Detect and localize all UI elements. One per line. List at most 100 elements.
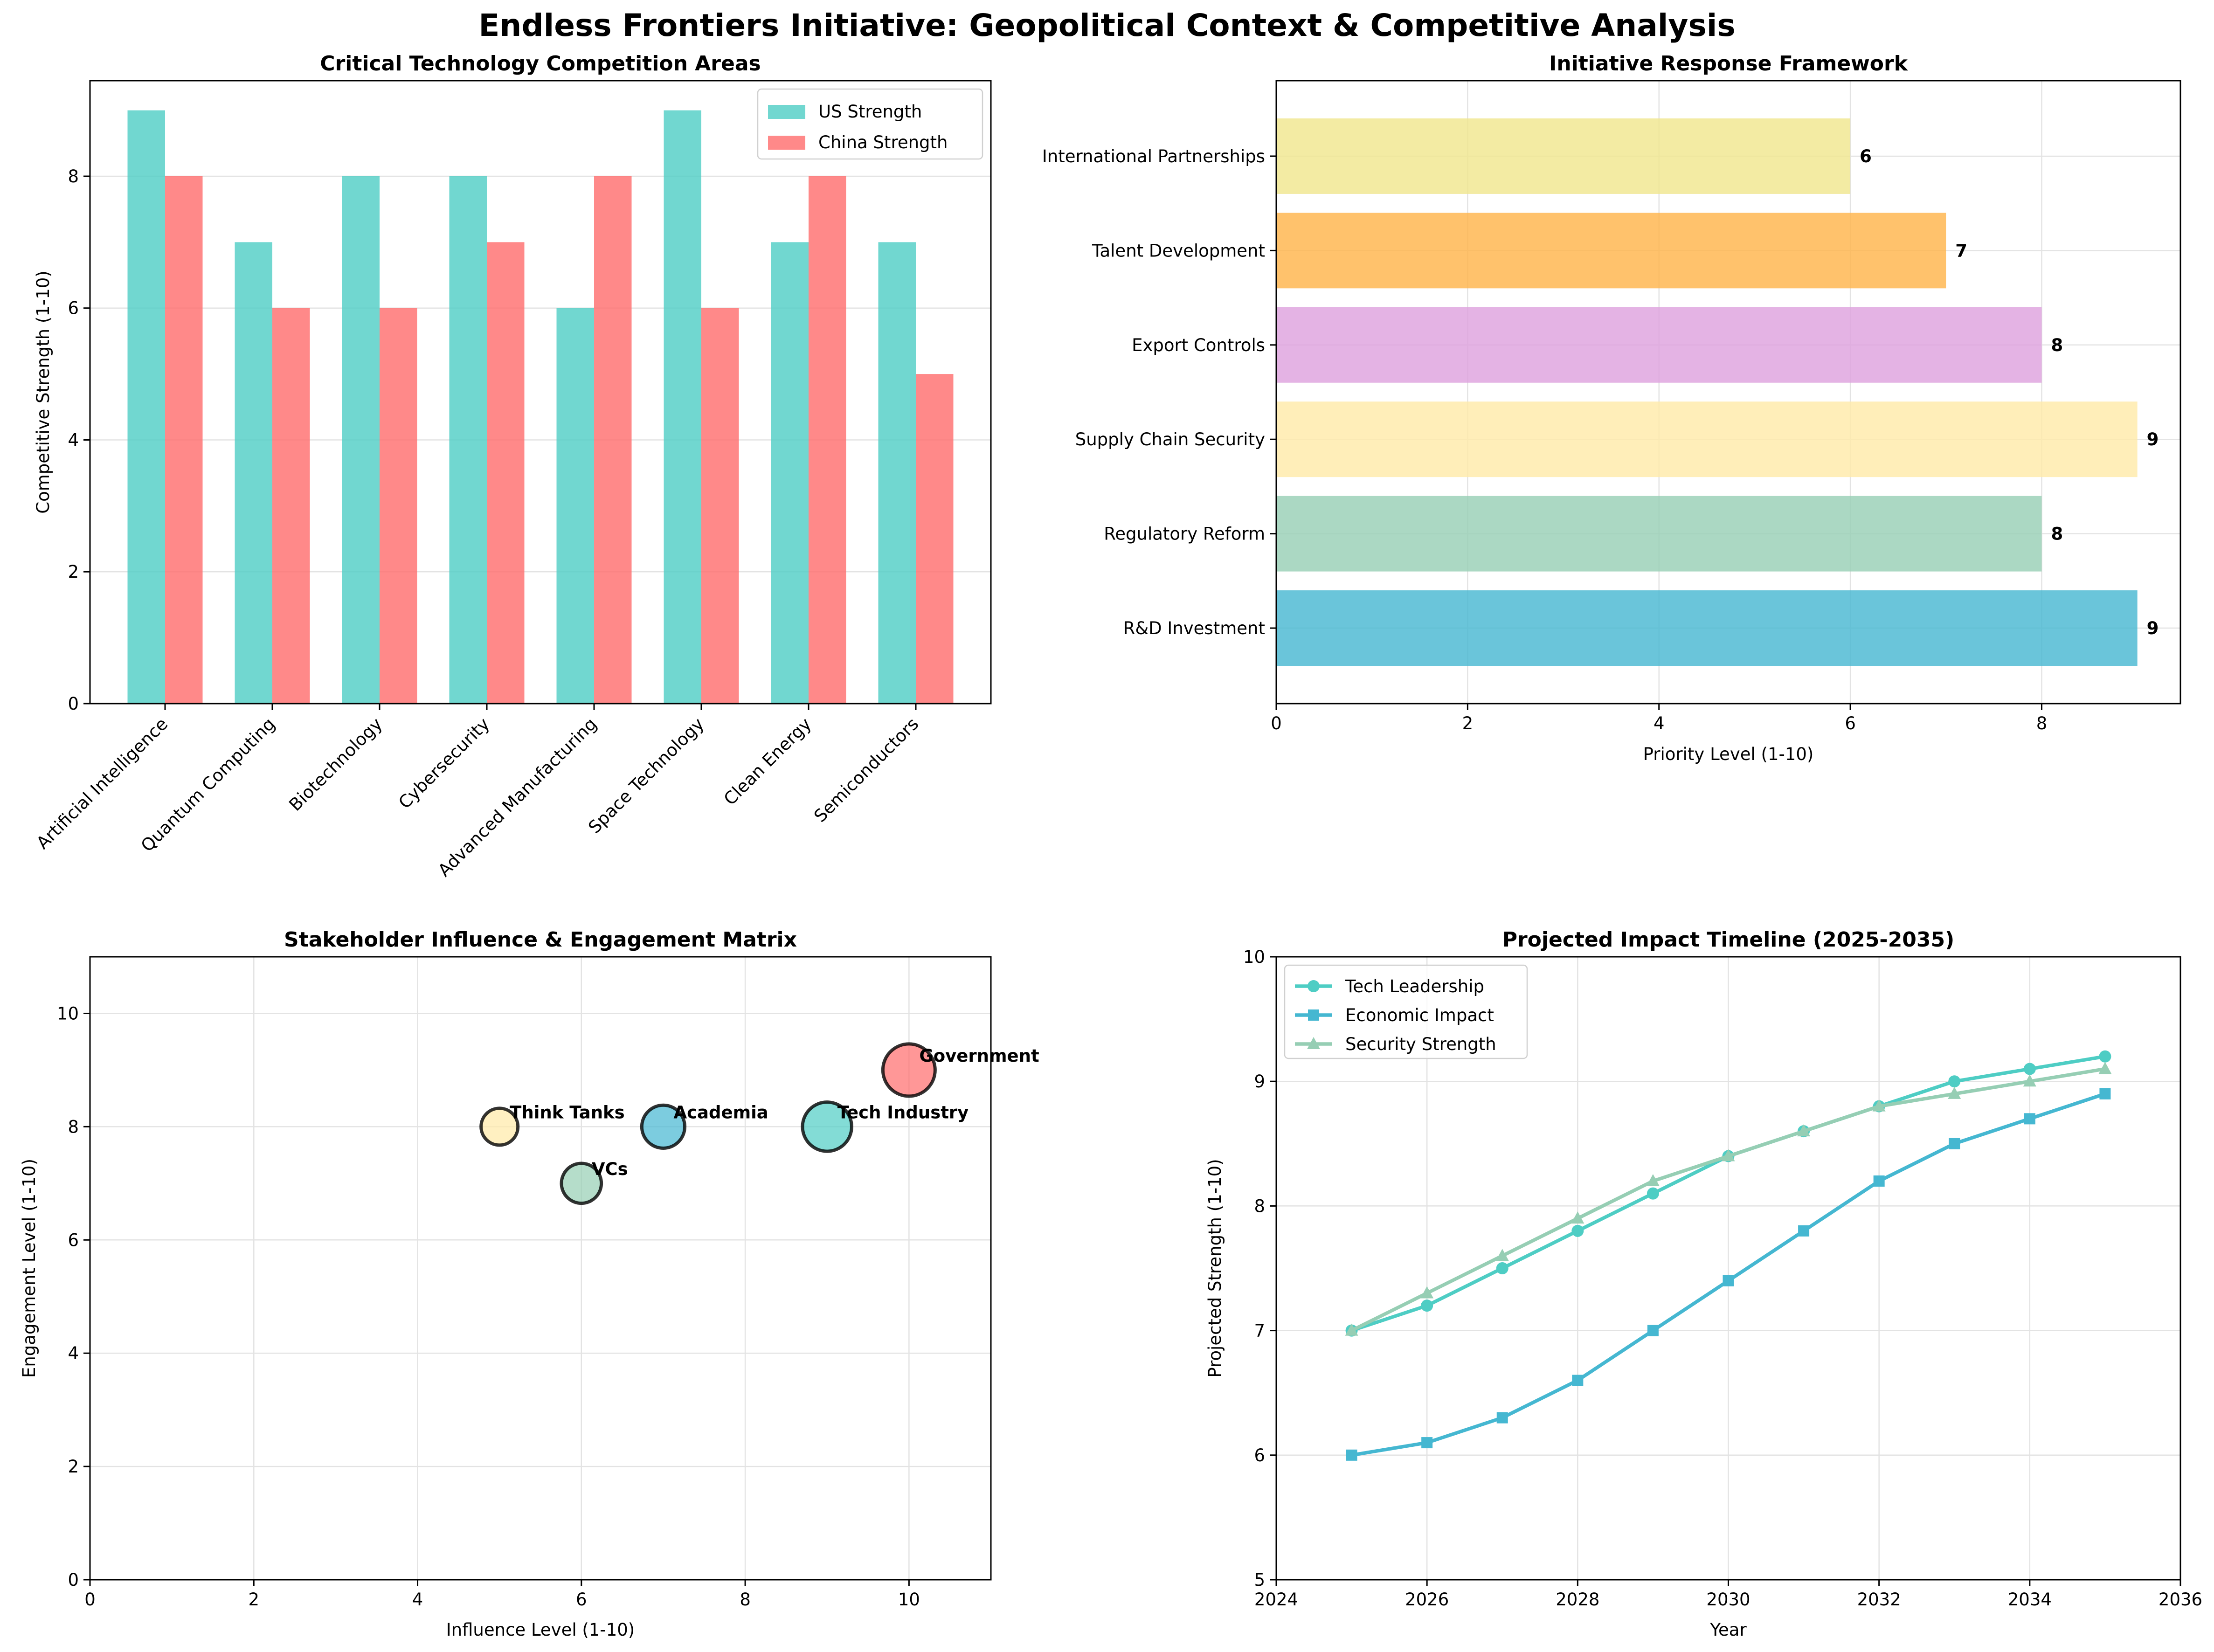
bar-us-strength-quantum-computing xyxy=(235,242,272,704)
bar-us-strength-artificial-intelligence xyxy=(127,110,165,704)
bar-china-strength-artificial-intelligence xyxy=(165,176,203,704)
marker-economic-impact xyxy=(1346,1449,1357,1461)
bar-china-strength-quantum-computing xyxy=(272,308,310,704)
legend-marker xyxy=(1307,1037,1320,1049)
bar-value-label: 9 xyxy=(2147,618,2159,638)
bar-regulatory-reform xyxy=(1276,496,2042,572)
y-tick-label: 6 xyxy=(68,1230,79,1250)
marker-economic-impact xyxy=(1496,1412,1508,1424)
marker-tech-leadership xyxy=(2023,1063,2036,1075)
bar-china-strength-advanced-manufacturing xyxy=(594,176,632,704)
marker-tech-leadership xyxy=(1421,1299,1433,1312)
bar-china-strength-semiconductors xyxy=(916,374,954,704)
bar-us-strength-space-technology xyxy=(664,110,701,704)
marker-security-strength xyxy=(1420,1286,1434,1299)
x-axis-label: Influence Level (1-10) xyxy=(446,1620,635,1640)
y-tick-label: 6 xyxy=(68,298,79,318)
bar-value-label: 8 xyxy=(2051,524,2063,544)
marker-tech-leadership xyxy=(1948,1075,1961,1088)
marker-security-strength xyxy=(1722,1149,1735,1161)
legend-label: China Strength xyxy=(818,132,948,152)
y-tick-label: 0 xyxy=(68,1570,79,1590)
legend-label: Tech Leadership xyxy=(1345,976,1484,996)
y-tick-label: 8 xyxy=(68,1117,79,1137)
x-tick-label: 4 xyxy=(412,1590,423,1610)
bar-china-strength-clean-energy xyxy=(809,176,846,704)
marker-tech-leadership xyxy=(1496,1262,1508,1274)
chart-title: Initiative Response Framework xyxy=(1549,52,1909,76)
axes-frame xyxy=(1275,80,2181,705)
marker-security-strength xyxy=(1345,1323,1358,1336)
marker-economic-impact xyxy=(1798,1225,1810,1237)
y-tick-label: 4 xyxy=(68,430,79,450)
y-tick-label: International Partnerships xyxy=(1042,146,1265,166)
bubble-vcs xyxy=(560,1161,603,1205)
marker-security-strength xyxy=(1646,1174,1660,1186)
legend-swatch xyxy=(768,136,805,150)
x-tick-label: 6 xyxy=(1845,713,1856,733)
y-tick-label: Talent Development xyxy=(1092,241,1265,261)
y-axis-label: Engagement Level (1-10) xyxy=(19,1159,39,1378)
bubble-tech-industry xyxy=(801,1100,853,1153)
bar-us-strength-semiconductors xyxy=(878,242,916,704)
chart-impact-timeline: 2024 2026 2028 2030 2032 2034 2036 5 6 7 8 9 10 Proje… xyxy=(1205,928,2202,1640)
x-tick-label: 2 xyxy=(1462,713,1474,733)
y-axis-label: Projected Strength (1-10) xyxy=(1205,1159,1225,1377)
chart-title: Stakeholder Influence & Engagement Matri… xyxy=(284,928,797,952)
bubble-think-tanks xyxy=(479,1106,520,1147)
x-tick-label: 6 xyxy=(576,1590,587,1610)
bar-value-label: 9 xyxy=(2147,429,2159,449)
bar-supply-chain-security xyxy=(1276,401,2138,477)
y-tick-label: 10 xyxy=(57,1003,79,1023)
legend-marker xyxy=(1308,980,1320,992)
y-tick-label: 0 xyxy=(68,694,79,714)
legend-label: Economic Impact xyxy=(1345,1005,1494,1025)
x-tick-label: 2 xyxy=(248,1590,259,1610)
marker-economic-impact xyxy=(1421,1437,1433,1449)
x-tick-label: 0 xyxy=(84,1590,96,1610)
bar-talent-development xyxy=(1276,213,1946,289)
bar-us-strength-advanced-manufacturing xyxy=(556,308,594,704)
chart-title: Projected Impact Timeline (2025-2035) xyxy=(1502,928,1955,952)
marker-security-strength xyxy=(2098,1062,2112,1074)
marker-economic-impact xyxy=(2099,1088,2111,1099)
x-tick-label: 2024 xyxy=(1254,1590,1298,1610)
bar-export-controls xyxy=(1276,307,2042,383)
x-tick-label: 0 xyxy=(1271,713,1282,733)
marker-economic-impact xyxy=(1949,1138,1960,1149)
y-tick-label: 2 xyxy=(68,1457,79,1477)
marker-economic-impact xyxy=(1572,1375,1584,1386)
bar-r-d-investment xyxy=(1276,590,2138,666)
bar-china-strength-space-technology xyxy=(701,308,739,704)
legend-marker xyxy=(1308,1009,1319,1021)
x-tick-label: 2034 xyxy=(2008,1590,2052,1610)
bubble-label-tech-industry: Tech Industry xyxy=(837,1102,969,1122)
bar-value-label: 6 xyxy=(1860,146,1872,166)
bar-value-label: 8 xyxy=(2051,335,2063,355)
marker-economic-impact xyxy=(1647,1325,1659,1336)
chart-stakeholder-matrix: Government Tech Industry Academia VCs Think … xyxy=(19,928,1039,1640)
bar-china-strength-cybersecurity xyxy=(487,242,525,704)
y-tick-label: Export Controls xyxy=(1132,335,1265,355)
bar-us-strength-clean-energy xyxy=(771,242,809,704)
bar-international-partnerships xyxy=(1276,118,1851,194)
y-tick-label: 4 xyxy=(68,1343,79,1363)
x-axis-label: Year xyxy=(1709,1620,1747,1640)
axes-frame xyxy=(89,80,992,705)
figure-title: Endless Frontiers Initiative: Geopolitic… xyxy=(478,7,1735,43)
marker-tech-leadership xyxy=(2099,1050,2111,1063)
marker-security-strength xyxy=(1948,1086,1961,1099)
legend-label: Security Strength xyxy=(1345,1034,1496,1054)
y-tick-label: R&D Investment xyxy=(1123,618,1265,638)
x-tick-label: 2026 xyxy=(1405,1590,1449,1610)
bubble-government xyxy=(881,1042,937,1098)
chart-response-framework: 9 8 9 8 7 6 0 2 4 6 8 R&D Investment Regulatory Refo… xyxy=(1042,52,2181,764)
marker-economic-impact xyxy=(2024,1113,2035,1125)
x-tick-label: Cybersecurity xyxy=(394,714,493,813)
marker-security-strength xyxy=(1571,1211,1584,1224)
x-tick-label: Semiconductors xyxy=(810,714,922,826)
x-tick-label: 2036 xyxy=(2159,1590,2202,1610)
bar-china-strength-biotechnology xyxy=(380,308,417,704)
